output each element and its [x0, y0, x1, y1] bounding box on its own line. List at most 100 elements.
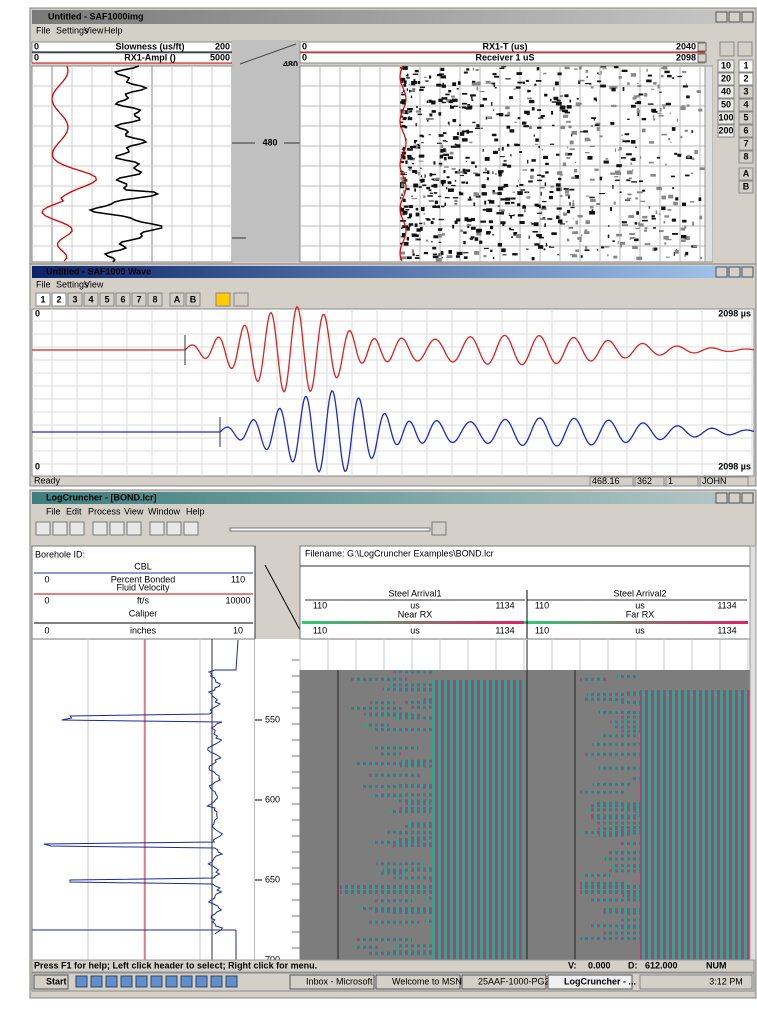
window-button[interactable]	[729, 12, 740, 22]
scrollbar[interactable]	[705, 66, 713, 262]
seismic-mark	[562, 110, 568, 112]
seismic-mark	[421, 175, 422, 177]
seismic-mark	[505, 115, 510, 117]
side-label: 8	[743, 151, 748, 161]
toolbar-icon[interactable]	[93, 522, 107, 535]
menu-item[interactable]: File	[46, 506, 61, 516]
start-label[interactable]: Start	[46, 976, 67, 986]
seismic-mark	[600, 66, 606, 67]
seismic-mark	[659, 92, 662, 93]
window-button[interactable]	[729, 267, 740, 277]
wave-streak	[366, 724, 389, 727]
seismic-mark	[431, 100, 435, 104]
toolbar-icon[interactable]	[70, 522, 84, 535]
seismic-mark	[519, 184, 523, 186]
menu-item[interactable]: File	[36, 279, 51, 289]
seismic-mark	[522, 169, 527, 170]
menu-item[interactable]: Process	[88, 506, 121, 516]
seismic-mark	[430, 173, 433, 176]
toolbar-button[interactable]	[234, 293, 248, 306]
toolbar-icon[interactable]	[53, 522, 67, 535]
window-button[interactable]	[742, 493, 753, 503]
toolbar-icon[interactable]	[127, 522, 141, 535]
wave-streak	[619, 829, 665, 832]
seismic-mark	[585, 83, 591, 84]
window-button[interactable]	[716, 12, 727, 22]
seismic-mark	[596, 203, 599, 204]
quick-launch[interactable]	[91, 976, 102, 987]
quick-launch[interactable]	[166, 976, 177, 987]
seismic-mark	[668, 195, 673, 199]
seismic-mark	[408, 169, 411, 171]
quick-launch[interactable]	[211, 976, 222, 987]
quick-launch[interactable]	[196, 976, 207, 987]
task-label[interactable]: Inbox - Microsoft ...	[306, 976, 383, 986]
scale-label: 100	[718, 112, 733, 122]
seismic-mark	[443, 132, 447, 134]
quick-launch[interactable]	[151, 976, 162, 987]
seismic-mark	[565, 153, 568, 156]
seismic-mark	[414, 141, 416, 144]
toolbar-button[interactable]	[432, 522, 446, 535]
seismic-mark	[412, 163, 414, 164]
menu-item[interactable]: Help	[186, 506, 205, 516]
window-button[interactable]	[742, 267, 753, 277]
seismic-mark	[459, 192, 463, 195]
seismic-mark	[452, 168, 456, 170]
seismic-mark	[505, 106, 509, 109]
seismic-mark	[531, 223, 533, 225]
menu-item[interactable]: View	[84, 279, 104, 289]
seismic-mark	[631, 105, 636, 108]
task-label[interactable]: 25AAF-1000-PG2...	[478, 976, 557, 986]
tool-button[interactable]	[738, 42, 752, 56]
menu-item[interactable]: Window	[148, 506, 181, 516]
menu-item[interactable]: Help	[104, 25, 123, 35]
scale-label: 40	[721, 86, 731, 96]
quick-launch[interactable]	[136, 976, 147, 987]
toolbar-icon[interactable]	[110, 522, 124, 535]
seismic-mark	[630, 238, 631, 240]
seismic-mark	[404, 211, 408, 214]
seismic-mark	[439, 134, 444, 137]
seismic-mark	[420, 179, 425, 181]
menu-item[interactable]: View	[124, 506, 144, 516]
tool-button[interactable]	[720, 42, 734, 56]
scale-unit: ft/s	[137, 595, 150, 605]
combo-arrow[interactable]	[698, 54, 706, 62]
wave-streak	[392, 911, 442, 914]
seismic-mark	[574, 169, 577, 173]
quick-launch[interactable]	[226, 976, 237, 987]
menu-item[interactable]: File	[36, 25, 51, 35]
toolbar-button[interactable]	[216, 293, 230, 306]
toolbar-icon[interactable]	[150, 522, 164, 535]
seismic-mark	[565, 194, 569, 196]
menu-item[interactable]: View	[84, 25, 104, 35]
seismic-mark	[406, 75, 409, 77]
seismic-mark	[505, 202, 510, 205]
window-button[interactable]	[716, 493, 727, 503]
menu-item[interactable]: Edit	[66, 506, 82, 516]
depth-label: 600	[265, 794, 280, 804]
wave-streak	[620, 730, 650, 733]
window-button[interactable]	[716, 267, 727, 277]
scrollbar[interactable]	[750, 546, 756, 960]
quick-launch[interactable]	[106, 976, 117, 987]
toolbar-icon[interactable]	[36, 522, 50, 535]
quick-launch[interactable]	[121, 976, 132, 987]
scale-unit: us	[410, 625, 420, 635]
combo-arrow[interactable]	[698, 43, 706, 51]
window-button[interactable]	[742, 12, 753, 22]
seismic-mark	[677, 154, 681, 157]
seismic-mark	[487, 171, 489, 175]
task-label[interactable]: Welcome to MSN...	[392, 976, 469, 986]
seismic-mark	[572, 131, 577, 135]
toolbar-icon[interactable]	[184, 522, 198, 535]
quick-launch[interactable]	[181, 976, 192, 987]
toolbar-icon[interactable]	[167, 522, 181, 535]
quick-launch[interactable]	[76, 976, 87, 987]
window-button[interactable]	[729, 493, 740, 503]
seismic-mark	[429, 200, 434, 202]
seismic-mark	[692, 158, 694, 161]
seismic-mark	[413, 79, 415, 82]
task-label[interactable]: LogCruncher - ...	[564, 976, 636, 986]
